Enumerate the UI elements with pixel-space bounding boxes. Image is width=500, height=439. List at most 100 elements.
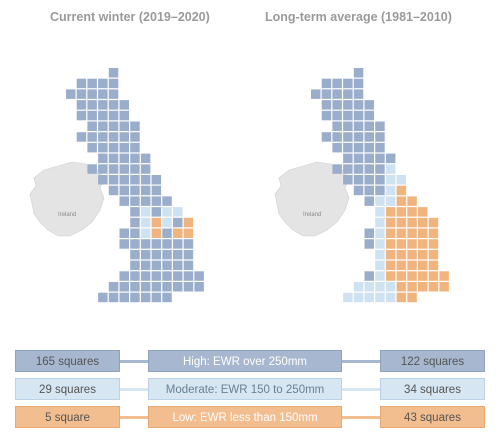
grid-cell [439,282,449,292]
low-category-label: Low: EWR less than 150mm [148,406,342,428]
grid-cell [151,271,162,281]
grid-cell [162,239,172,249]
grid-cell [385,207,396,217]
grid-cell [87,121,97,131]
map-current-winter: Ireland [29,68,204,303]
grid-cell [119,142,129,153]
grid-cell [353,100,364,110]
grid-cell [375,132,385,142]
grid-cell [130,185,140,196]
grid-cell [407,271,417,281]
grid-cell [375,185,385,196]
grid-cell [87,110,97,121]
grid-cell [76,132,87,142]
grid-cell [119,132,129,142]
ewr-grid-current [66,68,204,303]
grid-cell [353,282,364,292]
grid-cell [332,164,342,174]
grid-cell [130,175,140,185]
grid-cell [87,100,97,110]
grid-cell [364,239,374,249]
grid-cell [140,153,151,164]
grid-cell [130,164,140,174]
grid-cell [140,271,151,281]
grid-cell [119,271,129,281]
grid-cell [407,207,417,217]
grid-cell [140,207,151,217]
grid-cell [130,260,140,271]
grid-cell [418,249,428,260]
grid-cell [343,175,353,185]
grid-cell [364,175,374,185]
grid-cell [98,164,108,174]
grid-cell [385,228,396,238]
grid-cell [375,207,385,217]
grid-cell [375,196,385,206]
grid-cell [108,164,119,174]
grid-cell [385,217,396,228]
grid-cell [418,282,428,292]
high-count-current: 165 squares [15,350,120,372]
grid-cell [407,249,417,260]
grid-cell [130,121,140,131]
high-category-label: High: EWR over 250mm [148,350,342,372]
grid-cell [428,260,439,271]
grid-cell [130,271,140,281]
grid-cell [428,217,439,228]
grid-cell [130,228,140,238]
grid-cell [151,228,162,238]
grid-cell [183,260,194,271]
grid-cell [332,89,342,99]
grid-cell [332,110,342,121]
grid-cell [108,121,119,131]
grid-cell [375,121,385,131]
grid-cell [343,164,353,174]
grid-cell [418,260,428,271]
grid-cell [108,185,119,196]
grid-cell [353,185,364,196]
grid-cell [151,207,162,217]
grid-cell [396,175,407,185]
grid-cell [407,217,417,228]
grid-cell [119,121,129,131]
grid-cell [418,207,428,217]
grid-cell [130,196,140,206]
grid-cell [87,164,97,174]
grid-cell [353,89,364,99]
grid-cell [343,100,353,110]
grid-cell [98,78,108,89]
grid-cell [364,110,374,121]
grid-cell [130,142,140,153]
grid-cell [140,239,151,249]
grid-cell [385,196,396,206]
grid-cell [396,185,407,196]
grid-cell [140,185,151,196]
grid-cell [173,260,183,271]
grid-cell [130,239,140,249]
grid-cell [183,282,194,292]
grid-cell [385,292,396,303]
grid-cell [140,164,151,174]
grid-cell [183,249,194,260]
grid-cell [130,292,140,303]
grid-cell [108,110,119,121]
grid-cell [396,217,407,228]
legend-row-moderate: 29 squares Moderate: EWR 150 to 250mm 34… [15,378,485,400]
grid-cell [375,153,385,164]
grid-cell [119,292,129,303]
ireland-label: Ireland [303,212,321,218]
grid-cell [130,282,140,292]
grid-cell [385,185,396,196]
grid-cell [108,89,119,99]
grid-cell [428,282,439,292]
grid-cell [108,78,119,89]
grid-cell [418,239,428,249]
grid-cell [396,249,407,260]
grid-cell [130,132,140,142]
grid-cell [151,260,162,271]
grid-cell [364,292,374,303]
grid-cell [76,89,87,99]
grid-cell [87,89,97,99]
grid-cell [375,217,385,228]
grid-cell [375,228,385,238]
